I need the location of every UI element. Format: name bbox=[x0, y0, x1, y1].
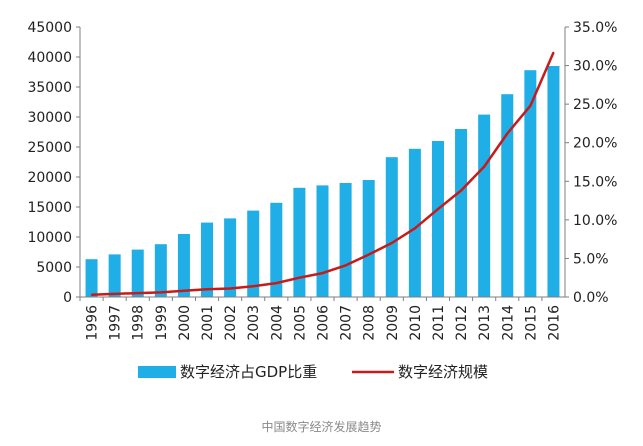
chart-caption: 中国数字经济发展趋势 bbox=[261, 420, 382, 434]
bar-2004 bbox=[270, 202, 283, 297]
line-point-2005 bbox=[298, 276, 301, 279]
bar-2013 bbox=[478, 114, 491, 297]
bar-2003 bbox=[247, 210, 260, 297]
x-tick-label-2005: 2005 bbox=[292, 305, 308, 341]
left-axis-ticks: 0 5000 10000 15000 20000 25000 30000 35000 40000… bbox=[27, 20, 80, 306]
bar-2008 bbox=[362, 180, 375, 297]
bar-2002 bbox=[224, 218, 237, 297]
left-tick-label: 5000 bbox=[36, 260, 72, 276]
x-tick-label-2015: 2015 bbox=[523, 305, 539, 341]
x-tick-label-1999: 1999 bbox=[154, 305, 170, 341]
x-tick-label-2000: 2000 bbox=[177, 305, 193, 341]
x-tick-label-2001: 2001 bbox=[200, 305, 216, 341]
left-tick-label: 0 bbox=[63, 290, 72, 306]
bar-2011 bbox=[431, 141, 444, 297]
bar-2007 bbox=[339, 183, 352, 297]
x-tick-label-2010: 2010 bbox=[408, 305, 424, 341]
axes bbox=[79, 27, 566, 298]
x-tick-label-1996: 1996 bbox=[85, 305, 101, 341]
chart-frame: 0 5000 10000 15000 20000 25000 30000 35000 40000… bbox=[27, 20, 617, 381]
line-point-2011 bbox=[437, 208, 439, 210]
x-tick-label-2006: 2006 bbox=[316, 305, 332, 341]
left-tick-label: 45000 bbox=[27, 20, 72, 36]
chart: 0 5000 10000 15000 20000 25000 30000 35000 40000… bbox=[27, 20, 617, 381]
bar-2005 bbox=[293, 187, 306, 297]
right-tick-label: 10.0% bbox=[573, 213, 617, 229]
legend: 数字经济占GDP比重 数字经济规模 bbox=[138, 363, 488, 381]
x-tick-label-2004: 2004 bbox=[269, 305, 285, 341]
bar-2015 bbox=[524, 70, 537, 297]
x-tick-label-2014: 2014 bbox=[500, 305, 516, 341]
legend-line-label: 数字经济规模 bbox=[398, 363, 488, 381]
right-axis-ticks: 0.0% 5.0% 10.0% 15.0% 20.0% 25.0% 30.0% 35.0% bbox=[565, 20, 617, 306]
line-point-2001 bbox=[206, 288, 208, 291]
bar-1997 bbox=[108, 254, 121, 297]
line-point-2014 bbox=[506, 132, 509, 135]
line-point-2002 bbox=[229, 287, 231, 290]
bar-2014 bbox=[501, 94, 514, 297]
left-tick-label: 10000 bbox=[27, 230, 72, 246]
left-tick-label: 40000 bbox=[27, 50, 72, 66]
x-tick-label-2012: 2012 bbox=[454, 305, 470, 341]
x-tick-label-2007: 2007 bbox=[339, 305, 355, 341]
left-tick-label: 15000 bbox=[27, 200, 72, 216]
line-point-2009 bbox=[390, 242, 393, 244]
left-tick-label: 35000 bbox=[27, 80, 72, 96]
line-point-2016 bbox=[552, 51, 555, 54]
bar-2009 bbox=[385, 157, 398, 297]
x-tick-label-2011: 2011 bbox=[431, 305, 447, 341]
bar-group bbox=[85, 66, 560, 297]
line-point-2010 bbox=[414, 227, 416, 230]
bar-2006 bbox=[316, 185, 329, 297]
bar-2012 bbox=[455, 129, 468, 297]
line-point-2003 bbox=[252, 285, 255, 288]
x-tick-label-2013: 2013 bbox=[477, 305, 493, 341]
right-tick-label: 15.0% bbox=[573, 174, 617, 190]
line-point-1998 bbox=[136, 292, 139, 294]
line-point-1999 bbox=[160, 291, 162, 294]
left-tick-label: 30000 bbox=[27, 110, 72, 126]
bar-1998 bbox=[131, 249, 144, 297]
right-tick-label: 30.0% bbox=[573, 59, 617, 75]
x-axis-ticks: 1996 1997 1998 1999 2000 2001 2002 2003 2004 2005… bbox=[79, 297, 562, 341]
line-point-1996 bbox=[90, 293, 93, 296]
line-point-2000 bbox=[183, 290, 185, 292]
left-tick-label: 20000 bbox=[27, 170, 72, 186]
x-tick-label-2009: 2009 bbox=[385, 305, 401, 341]
line-point-2006 bbox=[321, 272, 324, 274]
x-tick-label-2016: 2016 bbox=[546, 305, 562, 341]
left-tick-label: 25000 bbox=[27, 140, 72, 156]
legend-bar-swatch bbox=[138, 366, 176, 378]
bar-1999 bbox=[154, 244, 167, 297]
line-point-2012 bbox=[460, 189, 462, 192]
line-group bbox=[90, 51, 555, 296]
bar-2016 bbox=[547, 66, 560, 297]
x-tick-label-2003: 2003 bbox=[246, 305, 262, 341]
bar-2000 bbox=[177, 234, 190, 297]
right-tick-label: 35.0% bbox=[573, 20, 617, 36]
x-tick-label-1997: 1997 bbox=[108, 305, 124, 341]
bar-2001 bbox=[201, 222, 214, 297]
line-point-2015 bbox=[529, 104, 532, 107]
right-tick-label: 25.0% bbox=[573, 97, 617, 113]
line-point-2008 bbox=[367, 253, 370, 256]
bar-1996 bbox=[85, 259, 98, 297]
line-point-2007 bbox=[344, 264, 347, 267]
x-tick-label-1998: 1998 bbox=[131, 305, 147, 341]
x-tick-label-2008: 2008 bbox=[362, 305, 378, 341]
line-point-1997 bbox=[113, 293, 116, 295]
right-tick-label: 5.0% bbox=[573, 251, 609, 267]
x-tick-label-2002: 2002 bbox=[223, 305, 239, 341]
right-tick-label: 0.0% bbox=[573, 290, 609, 306]
right-tick-label: 20.0% bbox=[573, 136, 617, 152]
legend-bar-label: 数字经济占GDP比重 bbox=[180, 363, 317, 381]
line-point-2004 bbox=[275, 282, 278, 284]
bar-2010 bbox=[408, 148, 421, 297]
line-point-2013 bbox=[483, 165, 485, 168]
